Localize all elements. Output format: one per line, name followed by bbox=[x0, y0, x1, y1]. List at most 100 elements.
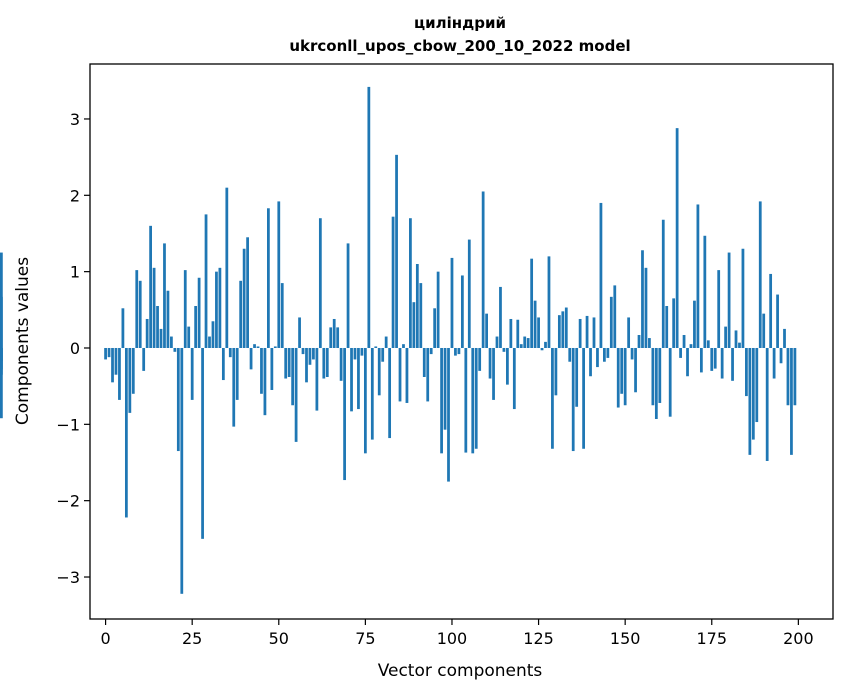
bar-171 bbox=[696, 204, 700, 348]
bar-152 bbox=[630, 347, 634, 360]
bar-185 bbox=[745, 347, 748, 397]
bar-1 bbox=[107, 347, 111, 358]
bar-11 bbox=[142, 347, 146, 371]
bar-140 bbox=[589, 347, 592, 377]
bar-103 bbox=[460, 275, 464, 348]
bar-96 bbox=[436, 271, 440, 348]
y-axis-ticks: −3 −2 −1 0 1 2 3 bbox=[56, 110, 90, 587]
bar-129 bbox=[551, 347, 554, 449]
bar-186 bbox=[748, 347, 752, 455]
y-axis-label: Components values bbox=[13, 257, 33, 425]
bar-2 bbox=[111, 347, 114, 383]
bar-14 bbox=[152, 267, 156, 348]
bar-136 bbox=[575, 347, 579, 407]
bar-4 bbox=[118, 347, 121, 400]
bar-118 bbox=[512, 347, 516, 410]
bar-22 bbox=[180, 347, 184, 594]
bar-9 bbox=[135, 270, 139, 348]
bar-181 bbox=[731, 347, 734, 381]
bar-198 bbox=[790, 347, 793, 455]
bar-184 bbox=[741, 248, 745, 348]
bar-72 bbox=[353, 347, 357, 360]
bar-13 bbox=[149, 225, 152, 348]
bar-97 bbox=[440, 347, 443, 454]
chart-subtitle: ukrconll_upos_cbow_200_10_2022 model bbox=[289, 37, 630, 55]
bar-123 bbox=[530, 258, 534, 348]
bar-175 bbox=[710, 347, 714, 371]
bar-166 bbox=[679, 347, 682, 358]
bar-71 bbox=[350, 347, 353, 412]
plot-frame bbox=[89, 63, 834, 620]
bar-57 bbox=[301, 347, 305, 355]
bar-61 bbox=[315, 347, 319, 411]
bar-111 bbox=[488, 347, 492, 379]
bar-64 bbox=[325, 347, 329, 377]
bar-130 bbox=[554, 347, 558, 396]
bar-131 bbox=[557, 315, 561, 348]
bar-82 bbox=[388, 347, 392, 439]
bar-55 bbox=[294, 347, 298, 442]
bar-88 bbox=[409, 218, 412, 348]
bar-5 bbox=[121, 308, 125, 348]
bar-33 bbox=[218, 267, 222, 348]
bar-79 bbox=[377, 347, 381, 396]
bar-39 bbox=[239, 280, 243, 348]
bar-47 bbox=[267, 208, 270, 348]
bar-178 bbox=[720, 347, 724, 379]
bar-31 bbox=[211, 321, 215, 348]
bar-179 bbox=[724, 326, 727, 348]
bar-168 bbox=[686, 347, 689, 377]
bar-153 bbox=[634, 347, 637, 393]
bar-28 bbox=[201, 347, 204, 539]
bar-3 bbox=[114, 347, 118, 375]
bar-148 bbox=[616, 347, 620, 408]
bar-150 bbox=[623, 347, 627, 406]
bar-45 bbox=[260, 347, 263, 394]
bar-138 bbox=[582, 347, 585, 449]
y-tick-label: −3 bbox=[56, 568, 80, 587]
bar-68 bbox=[339, 347, 343, 381]
bar-25 bbox=[190, 347, 194, 400]
bar-108 bbox=[478, 347, 482, 371]
bar-17 bbox=[163, 243, 166, 348]
bar-177 bbox=[717, 270, 721, 348]
bar-180 bbox=[727, 252, 731, 348]
bar-163 bbox=[668, 347, 672, 417]
bar-116 bbox=[506, 347, 509, 385]
bar-49 bbox=[273, 346, 277, 348]
bar-34 bbox=[221, 347, 225, 381]
bar-48 bbox=[270, 347, 274, 390]
bar-144 bbox=[603, 347, 606, 362]
bar-81 bbox=[384, 336, 388, 348]
x-tick-label: 175 bbox=[696, 629, 727, 648]
bar-44 bbox=[256, 346, 260, 348]
bar-100 bbox=[450, 257, 454, 348]
y-tick-label: −2 bbox=[56, 492, 80, 511]
bar-195 bbox=[779, 347, 783, 364]
bar-190 bbox=[762, 313, 766, 348]
bar-27 bbox=[197, 277, 201, 348]
bar-23 bbox=[183, 270, 187, 348]
bar-132 bbox=[561, 311, 565, 348]
bar-154 bbox=[637, 335, 641, 348]
bar-74 bbox=[360, 347, 364, 356]
bar-196 bbox=[783, 328, 786, 348]
bar-189 bbox=[758, 201, 762, 348]
bar-142 bbox=[596, 347, 599, 368]
x-tick-label: 200 bbox=[783, 629, 814, 648]
bar-174 bbox=[706, 340, 710, 348]
bar-122 bbox=[526, 338, 530, 348]
bar-0 bbox=[104, 347, 107, 360]
x-tick-label: 75 bbox=[355, 629, 375, 648]
bar-106 bbox=[471, 347, 475, 454]
x-axis-label: Vector components bbox=[378, 661, 543, 681]
bars-group bbox=[0, 86, 797, 594]
bar-43 bbox=[253, 344, 256, 348]
bar-155 bbox=[641, 250, 644, 348]
bar-83 bbox=[391, 216, 395, 348]
bar-35 bbox=[225, 187, 229, 348]
bar-165 bbox=[675, 128, 679, 348]
bar-38 bbox=[235, 347, 239, 400]
bar-24 bbox=[187, 326, 191, 348]
bar-151 bbox=[627, 317, 631, 348]
